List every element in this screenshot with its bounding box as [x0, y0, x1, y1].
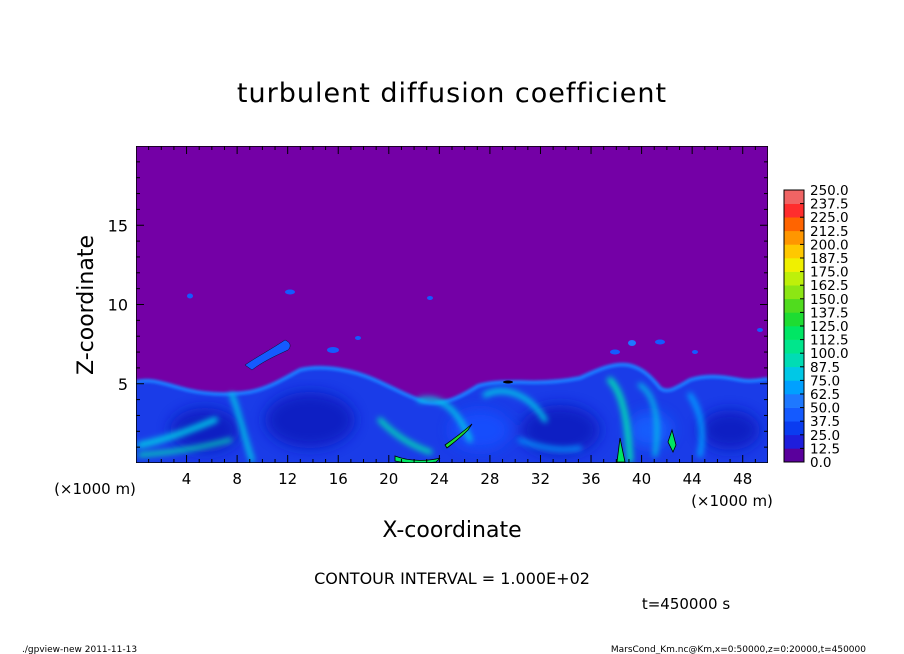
- y-axis-label: Z-coordinate: [74, 235, 99, 375]
- colorbar-label: 100.0: [810, 346, 849, 362]
- x-tick-label: 8: [232, 470, 242, 488]
- x-tick-label: 16: [329, 470, 348, 488]
- colorbar-label: 200.0: [810, 237, 849, 253]
- x-tick-label: 4: [182, 470, 192, 488]
- colorbar-swatch: [784, 312, 804, 327]
- colorbar-label: 87.5: [810, 360, 840, 376]
- colorbar-label: 137.5: [810, 305, 849, 321]
- colorbar-label: 0.0: [810, 455, 831, 471]
- y-tick-label: 10: [108, 296, 128, 315]
- colorbar-swatch: [784, 217, 804, 232]
- x-tick-label: 32: [531, 470, 550, 488]
- x-tick-label: 44: [683, 470, 702, 488]
- colorbar-swatch: [784, 190, 804, 204]
- layer-top-edge: [136, 362, 768, 405]
- chart-title: turbulent diffusion coefficient: [237, 78, 667, 109]
- colorbar-label: 250.0: [810, 183, 849, 199]
- contour-filaments: [394, 423, 677, 463]
- turbulent-layer: [136, 362, 768, 463]
- shear-streaks: [137, 377, 705, 463]
- turbulent-patches: [187, 289, 763, 384]
- colorbar-label: 212.5: [810, 224, 849, 240]
- colorbar-swatch: [784, 285, 804, 300]
- colorbar-swatch: [784, 258, 804, 272]
- colorbar-swatch: [784, 434, 804, 449]
- colorbar-label: 25.0: [810, 428, 840, 444]
- y-axis: 5 10 15: [108, 161, 768, 448]
- x-tick-label: 40: [632, 470, 651, 488]
- plot-area: [136, 146, 768, 463]
- colorbar-swatch: [784, 339, 804, 354]
- colorbar-swatch: [784, 366, 804, 381]
- colorbar-swatch: [784, 394, 804, 408]
- colorbar-swatch: [784, 421, 804, 436]
- x-tick-label: 28: [480, 470, 499, 488]
- colorbar-swatch: [784, 326, 804, 340]
- x-axis: 4 8 12 16 20 24 28 32 36 40 44 48: [148, 146, 756, 488]
- x-tick-label: 48: [733, 470, 752, 488]
- colorbar-swatch: [784, 448, 804, 463]
- x-axis-unit-left: (×1000 m): [54, 480, 136, 498]
- colorbar-label: 50.0: [810, 401, 840, 417]
- colorbar-swatch: [784, 271, 804, 286]
- colorbar-label: 187.5: [810, 251, 849, 267]
- colorbar-swatch: [784, 380, 804, 395]
- colorbar-label: 225.0: [810, 210, 849, 226]
- colorbar-label: 125.0: [810, 319, 849, 335]
- colorbar-label: 37.5: [810, 414, 840, 430]
- time-label: t=450000 s: [642, 595, 730, 613]
- colorbar-label: 175.0: [810, 265, 849, 281]
- x-axis-label: X-coordinate: [382, 518, 521, 543]
- eddy-structures: [170, 392, 760, 455]
- colorbar-swatch: [784, 203, 804, 218]
- colorbar: 0.012.525.037.550.062.575.087.5100.0112.…: [783, 183, 849, 471]
- colorbar-label: 162.5: [810, 278, 849, 294]
- y-tick-label: 15: [108, 216, 128, 235]
- colorbar-label: 112.5: [810, 333, 849, 349]
- colorbar-label: 12.5: [810, 441, 840, 457]
- x-axis-unit-right: (×1000 m): [691, 492, 773, 510]
- footer-source: MarsCond_Km.nc@Km,x=0:50000,z=0:20000,t=…: [611, 645, 866, 654]
- colorbar-swatch: [784, 353, 804, 368]
- colorbar-swatch: [784, 407, 804, 422]
- x-tick-label: 12: [278, 470, 297, 488]
- colorbar-swatch: [784, 244, 804, 259]
- y-tick-label: 5: [118, 375, 128, 394]
- colorbar-swatch: [784, 230, 804, 245]
- colorbar-swatch: [784, 298, 804, 313]
- x-tick-label: 20: [379, 470, 398, 488]
- contour-interval-label: CONTOUR INTERVAL = 1.000E+02: [314, 569, 590, 588]
- colorbar-label: 62.5: [810, 387, 840, 403]
- colorbar-label: 150.0: [810, 292, 849, 308]
- footer-program: ./gpview-new 2011-11-13: [22, 645, 137, 654]
- x-tick-label: 36: [581, 470, 600, 488]
- x-tick-label: 24: [430, 470, 449, 488]
- colorbar-label: 75.0: [810, 373, 840, 389]
- colorbar-label: 237.5: [810, 197, 849, 213]
